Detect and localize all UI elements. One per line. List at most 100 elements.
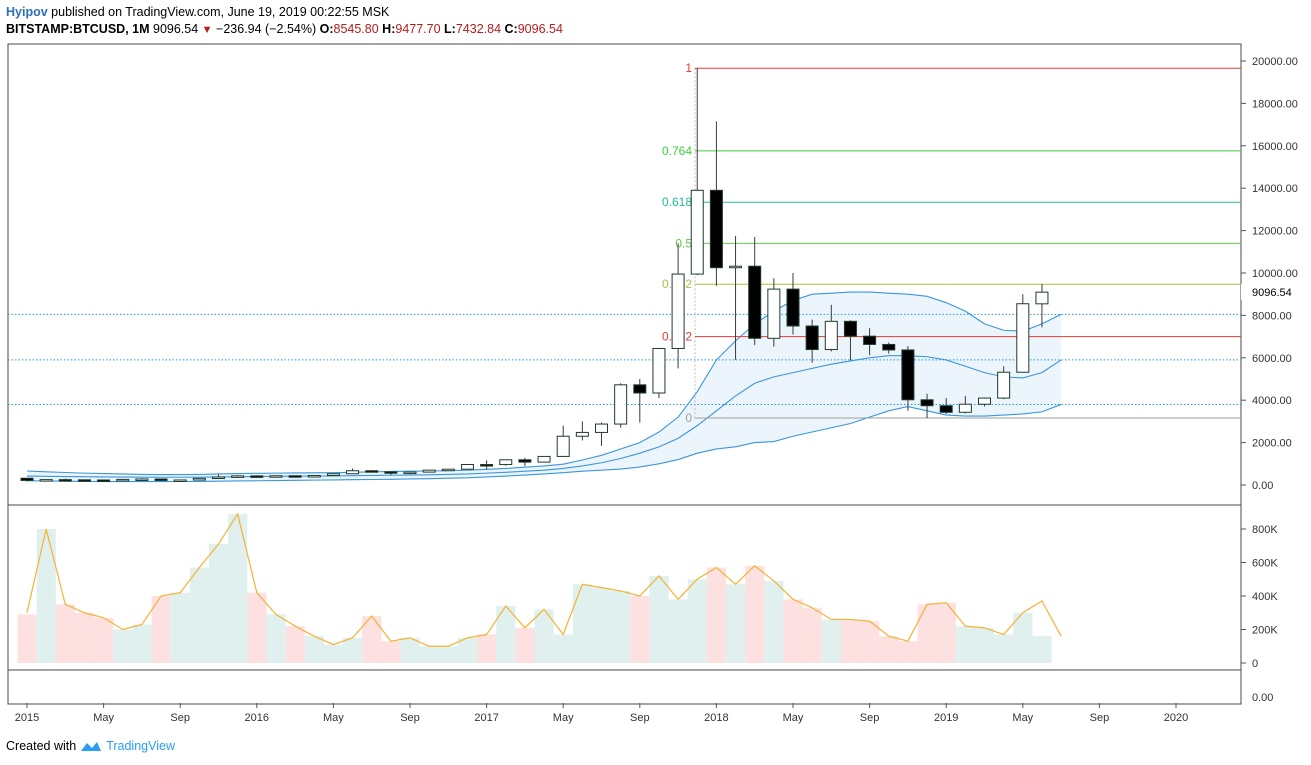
tradingview-link[interactable]: TradingView [106,739,175,753]
fib-level-label: 0 [685,411,692,425]
time-tick-label: Sep [860,712,880,724]
open-value: 8545.80 [333,22,379,36]
candle-up [422,469,436,473]
volume-bar [764,580,784,663]
candle-up [671,273,685,349]
low-value: 7432.84 [455,22,502,36]
fib-level-label: 0.618 [662,195,692,209]
price-tick-label: 6000.00 [1252,353,1292,365]
volume-bar [955,626,975,663]
candle-up [652,347,666,394]
time-tick-label: Sep [630,712,650,724]
candle-down [633,384,647,394]
down-triangle-icon: ▼ [201,24,213,36]
tradingview-logo-icon [81,742,102,751]
fib-level-label: 1 [685,61,692,75]
volume-bar [994,634,1014,663]
volume-bar [323,644,344,663]
candle-down [901,349,915,401]
volume-bar [477,634,497,663]
volume-bar [362,616,382,663]
band-upper-line [26,291,1062,476]
publish-info: published on TradingView.com, June 19, 2… [51,5,390,19]
low-label: L: [444,22,456,36]
candle-up [614,384,628,425]
price-tick-label: 14000.00 [1252,183,1298,195]
volume-bar [802,607,822,663]
price-tick-label: 12000.00 [1252,226,1298,238]
candle-up [767,288,781,339]
volume-ma-line [26,512,1062,647]
volume-tick-label: 600K [1252,558,1278,570]
candle-up [116,478,130,482]
volume-bar [74,612,95,663]
candle-up [575,431,589,437]
candle-up [231,475,245,478]
candle-up [460,464,474,470]
volume-bar [94,617,114,663]
candle-down [480,464,494,467]
plot-frame [7,43,1242,705]
volume-bar [936,602,956,663]
volume-bar [132,624,152,663]
candle-down [97,479,111,482]
candle-up [690,189,704,275]
price-tick-label: 2000.00 [1252,438,1292,450]
volume-bar [228,513,248,663]
price-tick-label: 10000.00 [1252,268,1298,280]
candle-up [192,477,206,481]
volume-tick-label: 0 [1252,658,1258,670]
candle-up [824,320,838,351]
author-link[interactable]: Hyipov [6,5,48,19]
time-tick-label: May [93,712,114,724]
price-tick-label: 0.00 [1252,480,1273,492]
price-tick-label: 20000.00 [1252,56,1298,68]
volume-bar [706,567,727,663]
price-tick-label: 18000.00 [1252,98,1298,110]
volume-bar [668,599,688,663]
volume-bar [534,609,554,663]
candle-down [748,265,762,339]
candle-down [709,189,723,269]
publish-line: Hyipov published on TradingView.com, Jun… [6,4,563,21]
time-tick-label: May [323,712,344,724]
last-price: 9096.54 [153,22,199,36]
candle-up [499,459,513,466]
volume-bar [17,614,37,663]
volume-bar [592,587,612,663]
volume-bar [36,529,56,663]
candle-up [39,479,53,482]
candle-up [403,471,417,475]
candle-down [58,479,72,482]
volume-bar [879,636,899,663]
volume-bar [170,592,190,663]
volume-bar [247,592,267,663]
volume-bar [553,634,573,663]
volume-bar [917,604,937,663]
symbol-line: BITSTAMP:BTCUSD, 1M 9096.54 ▼ −236.94 (−… [6,21,563,39]
volume-bar [285,626,305,663]
time-tick-label: Sep [170,712,190,724]
candle-down [805,325,819,351]
price-tick-label: 16000.00 [1252,141,1298,153]
volume-bar [400,637,420,663]
close-value: 9096.54 [517,22,563,36]
open-label: O: [319,22,334,36]
indicator-tick-label: 0.00 [1252,692,1273,704]
candle-up [173,479,187,482]
candle-down [154,478,168,481]
candle-down [518,459,532,463]
time-tick-label: May [1012,712,1033,724]
candle-up [1016,303,1030,373]
volume-bar [649,575,669,663]
volume-bar [745,565,765,663]
candle-up [978,397,991,405]
candle-down [365,470,379,473]
price-tick-label: 8000.00 [1252,310,1292,322]
time-tick-label: 2017 [474,712,498,724]
symbol-name[interactable]: BITSTAMP:BTCUSD, 1M [6,22,150,36]
volume-bar [515,627,535,663]
volume-bar [438,646,458,663]
candle-up [997,371,1011,399]
